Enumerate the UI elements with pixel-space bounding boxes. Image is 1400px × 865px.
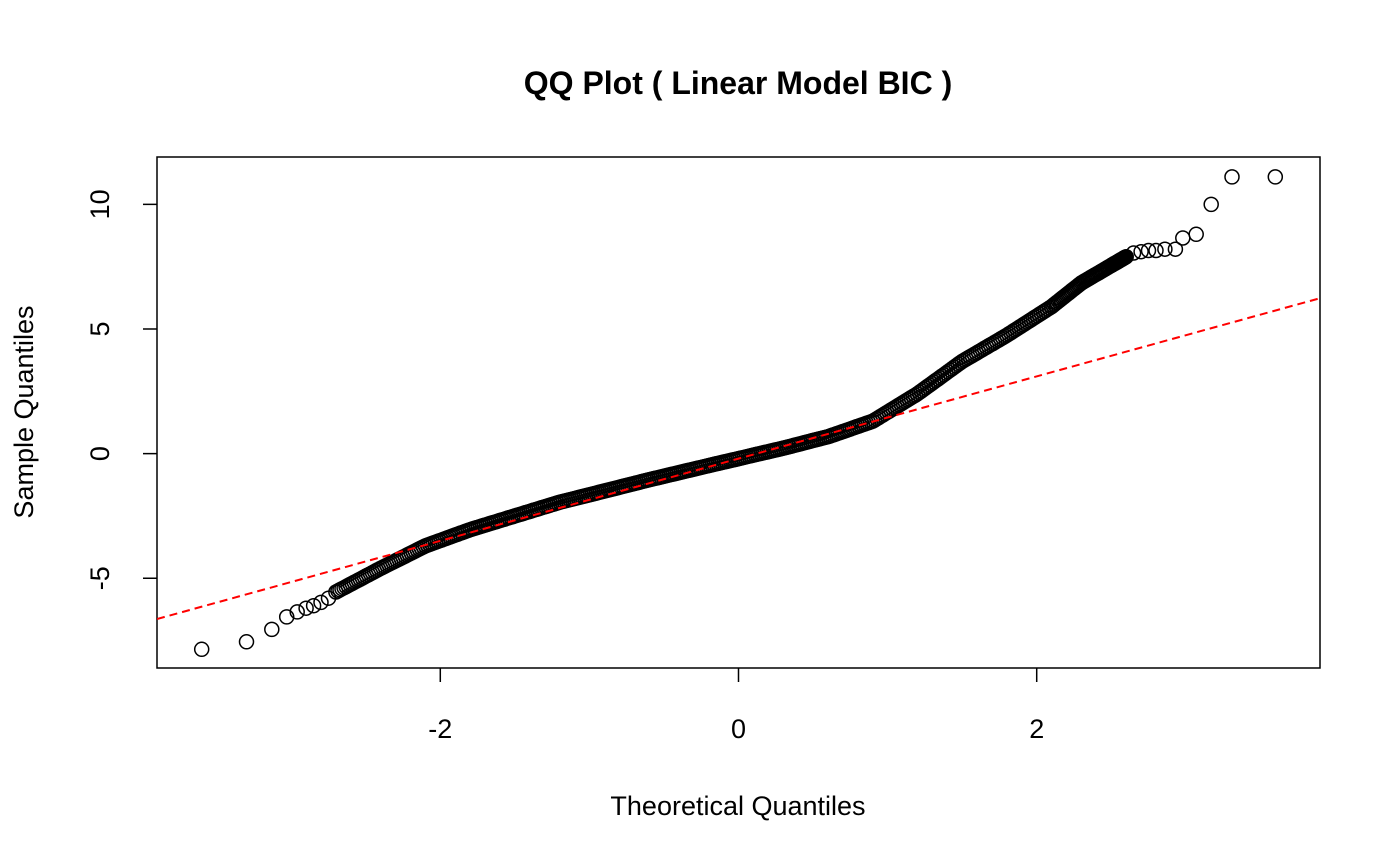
data-point: [1188, 226, 1204, 243]
x-tick-label: 2: [1029, 714, 1044, 744]
data-point: [193, 641, 210, 658]
y-tick-label: 10: [85, 189, 115, 219]
x-axis: -2 0 2: [428, 668, 1044, 744]
y-tick-label: -5: [85, 566, 115, 590]
y-axis: -5 0 5 10: [85, 189, 157, 590]
data-point: [1133, 243, 1149, 260]
data-point: [1203, 196, 1219, 213]
x-tick-label: -2: [428, 714, 452, 744]
data-point: [289, 604, 305, 620]
chart-title: QQ Plot ( Linear Model BIC ): [524, 65, 952, 101]
data-point: [1167, 241, 1184, 257]
data-point: [1140, 242, 1157, 259]
y-tick-label: 5: [85, 321, 115, 336]
x-tick-label: 0: [731, 714, 746, 744]
data-point: [1148, 242, 1164, 259]
data-point: [298, 600, 314, 616]
data-point: [305, 597, 322, 614]
data-point: [1157, 241, 1173, 257]
plot-area: [156, 156, 1321, 669]
data-point: [1175, 230, 1191, 246]
y-axis-label: Sample Quantiles: [9, 305, 39, 518]
data-point: [313, 594, 329, 611]
data-point: [238, 634, 255, 650]
data-point: [264, 621, 280, 638]
y-tick-label: 0: [85, 446, 115, 461]
x-axis-label: Theoretical Quantiles: [610, 791, 865, 821]
reference-line: [157, 297, 1320, 620]
data-point: [1125, 245, 1142, 261]
data-point: [1118, 248, 1134, 265]
data-point: [320, 590, 337, 606]
data-point: [1224, 169, 1240, 185]
data-points: [193, 169, 1284, 658]
data-point: [278, 609, 295, 625]
data-point: [1267, 169, 1284, 185]
